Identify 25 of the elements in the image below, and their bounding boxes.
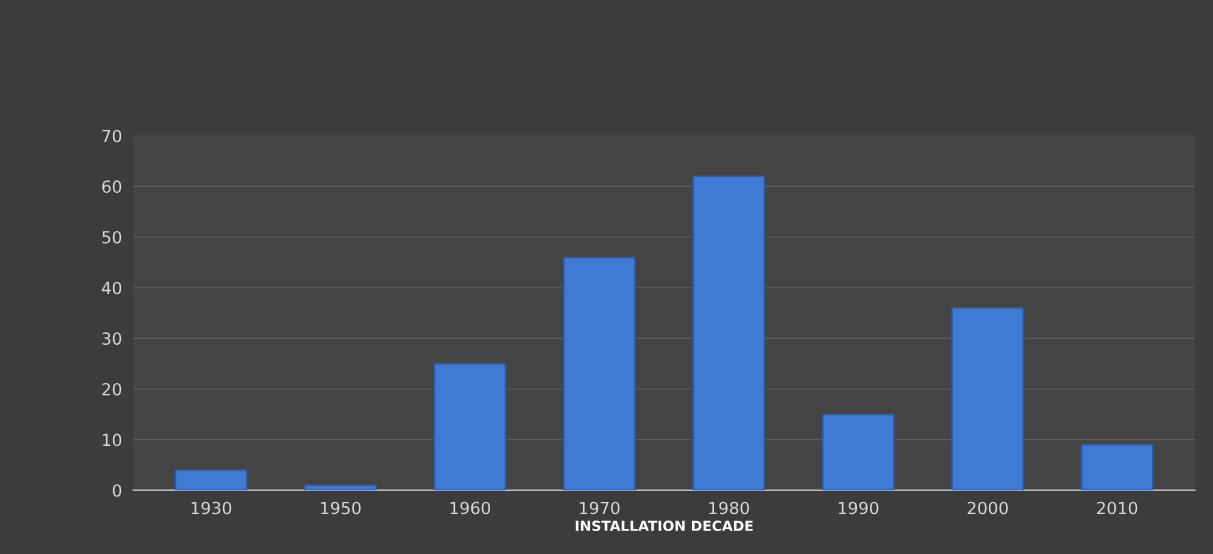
x-tick-label: 2000: [967, 501, 1008, 515]
x-axis-title: INSTALLATION DECADE: [575, 520, 753, 532]
bar: [562, 256, 636, 491]
x-tick-label: 1930: [191, 501, 232, 515]
bar: [304, 484, 377, 491]
y-tick-label: 10: [102, 433, 122, 447]
x-tick-label: 2010: [1097, 501, 1138, 515]
y-tick-label: 20: [102, 382, 122, 396]
bar: [951, 307, 1025, 491]
y-tick-label: 70: [102, 129, 122, 143]
x-tick-label: 1980: [709, 501, 749, 515]
x-tick-label: 1990: [838, 501, 879, 515]
y-tick-label: 40: [101, 281, 122, 295]
x-tick-label: 1950: [321, 501, 361, 515]
y-tick-label: 30: [102, 332, 122, 345]
x-tick-label: 1970: [580, 501, 620, 515]
bar: [433, 362, 507, 491]
x-tick-label: 1960: [450, 501, 491, 515]
bar: [1080, 443, 1154, 491]
y-tick-label: 50: [102, 231, 122, 244]
y-tick-label: 60: [102, 180, 122, 193]
y-tick-label: 0: [112, 484, 122, 497]
bar: [174, 469, 248, 491]
bar: [692, 175, 766, 491]
bar: [821, 413, 895, 491]
